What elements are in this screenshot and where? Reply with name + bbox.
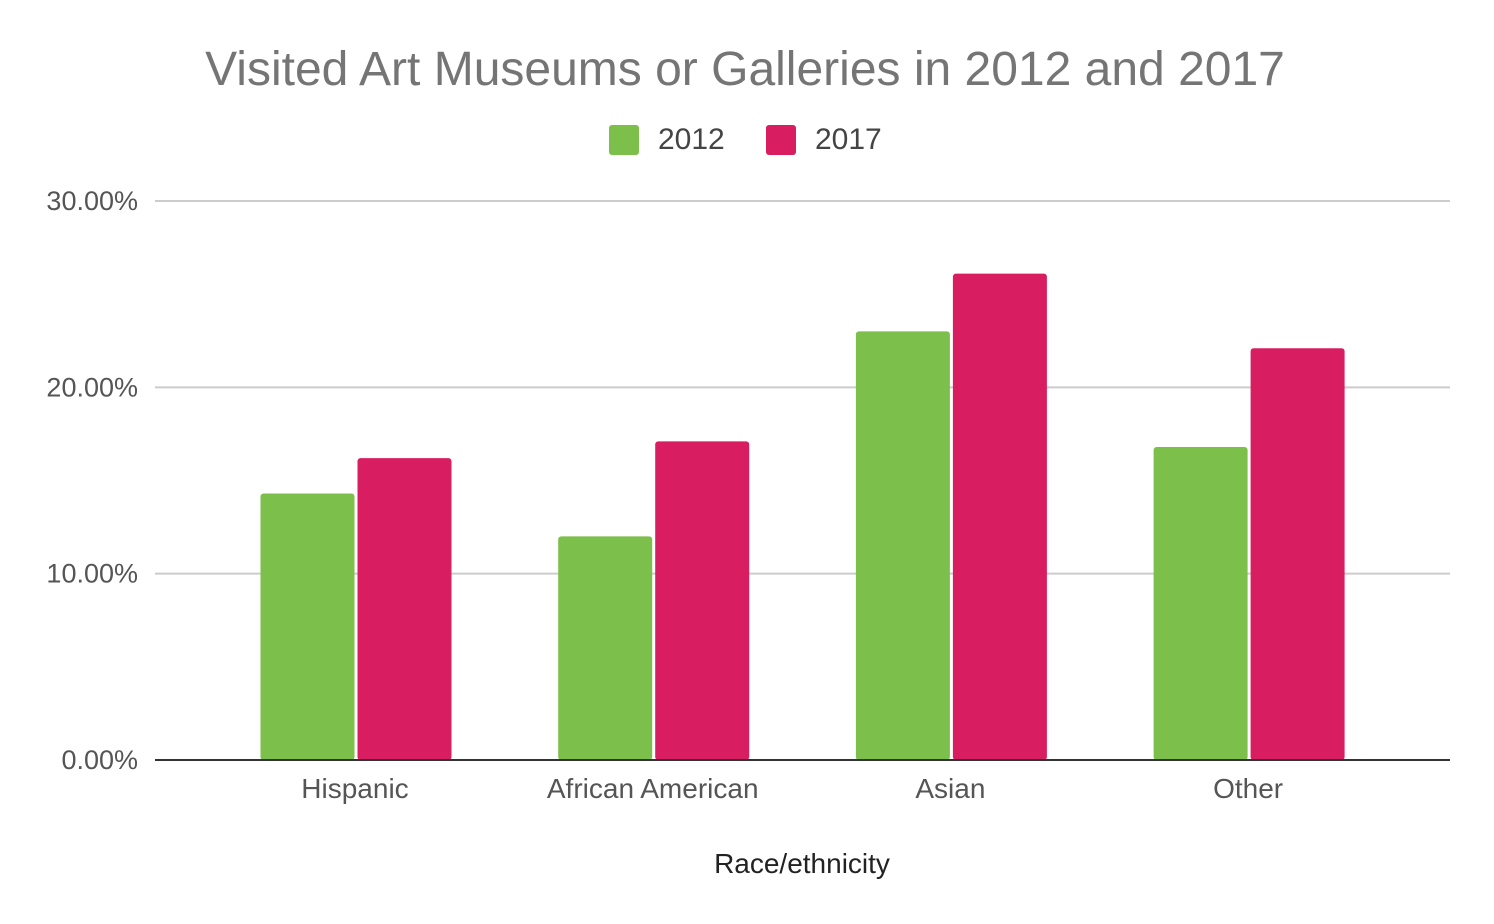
bar-2012-african-american [558, 536, 653, 760]
bars [260, 273, 1345, 760]
x-category-label: Hispanic [301, 773, 408, 804]
bar-2017-other [1250, 348, 1345, 760]
bar-2017-african-american [655, 441, 750, 760]
x-axis-categories: Hispanic African American Asian Other [301, 773, 1283, 804]
chart-title: Visited Art Museums or Galleries in 2012… [205, 43, 1285, 96]
legend-label-2017: 2017 [815, 123, 882, 156]
legend-label-2012: 2012 [658, 123, 725, 156]
legend: 2012 2017 [609, 123, 882, 156]
bar-2017-hispanic [357, 458, 452, 760]
bar-2012-other [1153, 446, 1248, 760]
y-axis-ticks: 0.00% 10.00% 20.00% 30.00% [46, 186, 138, 775]
y-tick-label: 20.00% [46, 372, 138, 402]
bar-2017-asian [952, 273, 1047, 760]
legend-swatch-2012 [609, 125, 639, 155]
y-tick-label: 0.00% [61, 745, 138, 775]
x-category-label: African American [547, 773, 759, 804]
y-tick-label: 30.00% [46, 186, 138, 216]
bar-2012-asian [855, 331, 950, 760]
x-category-label: Other [1213, 773, 1283, 804]
bar-2012-hispanic [260, 493, 355, 760]
x-axis-title: Race/ethnicity [714, 848, 890, 879]
legend-swatch-2017 [766, 125, 796, 155]
x-category-label: Asian [915, 773, 985, 804]
y-tick-label: 10.00% [46, 559, 138, 589]
